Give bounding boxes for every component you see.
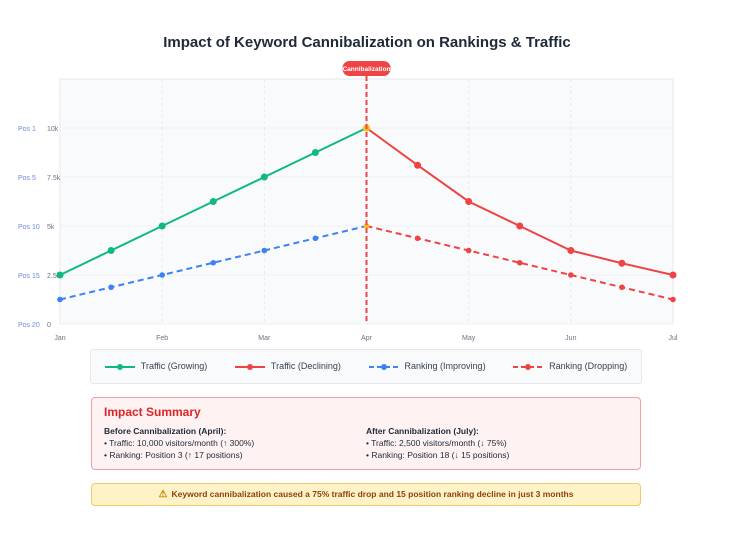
data-point	[363, 223, 370, 229]
legend-swatch	[368, 363, 399, 370]
data-point	[312, 235, 319, 242]
after-heading: After Cannibalization (July):	[366, 426, 479, 436]
data-point	[260, 173, 268, 181]
legend-item[interactable]: Ranking (Dropping)	[513, 361, 627, 372]
data-point	[56, 271, 64, 279]
warning-text: Keyword cannibalization caused a 75% tra…	[171, 489, 574, 499]
traffic-tick-label: 10k	[47, 126, 59, 133]
data-point	[158, 222, 166, 230]
traffic-tick-label: 2.5k	[47, 273, 61, 280]
after-line: • Ranking: Position 18 (↓ 15 positions)	[366, 450, 510, 460]
x-tick-label: Mar	[258, 335, 271, 342]
chart-svg: 0 Pos 20 2.5k Pos 15 5k Pos 10 7.5k Pos 5 10k Pos…	[18, 61, 678, 342]
legend-item[interactable]: Ranking (Improving)	[368, 361, 486, 372]
traffic-tick-label: 0	[47, 322, 51, 329]
impact-summary: Impact Summary Before Cannibalization (A…	[91, 397, 641, 470]
annotation-badge	[342, 61, 391, 76]
data-point	[107, 247, 115, 254]
position-tick-label: Pos 10	[18, 224, 40, 231]
before-line: • Traffic: 10,000 visitors/month (↑ 300%…	[104, 438, 255, 448]
data-point	[669, 271, 677, 279]
position-tick-label: Pos 1	[18, 126, 36, 133]
summary-title: Impact Summary	[104, 405, 201, 419]
traffic-tick-label: 7.5k	[47, 175, 61, 182]
data-point	[159, 272, 165, 278]
x-tick-label: Feb	[156, 335, 168, 342]
data-point	[261, 247, 268, 254]
legend-swatch	[513, 363, 544, 370]
data-point	[108, 284, 114, 291]
x-tick-label: Apr	[361, 335, 373, 342]
data-point	[414, 235, 421, 242]
position-tick-label: Pos 5	[18, 175, 36, 182]
after-column: After Cannibalization (July): • Traffic:…	[366, 425, 628, 461]
data-point	[567, 247, 575, 254]
after-line: • Traffic: 2,500 visitors/month (↓ 75%)	[366, 438, 507, 448]
legend-swatch-marker	[246, 363, 253, 370]
traffic-tick-label: 5k	[47, 224, 55, 231]
chart-page: Impact of Keyword Cannibalization on Ran…	[18, 34, 678, 506]
legend-label: Traffic (Growing)	[140, 361, 208, 371]
data-point	[414, 161, 422, 169]
legend: Traffic (Growing) Traffic (Declining) Rank…	[90, 349, 642, 384]
x-tick-label: Jan	[54, 335, 65, 342]
chart-title: Impact of Keyword Cannibalization on Ran…	[163, 34, 571, 51]
x-tick-label: May	[462, 335, 476, 342]
position-tick-label: Pos 20	[18, 322, 40, 329]
annotation-label: Cannibalization	[342, 66, 390, 73]
data-point	[210, 259, 217, 266]
data-point	[465, 198, 473, 205]
legend-item[interactable]: Traffic (Growing)	[104, 361, 208, 372]
x-tick-label: Jul	[669, 335, 678, 342]
data-point	[57, 296, 63, 303]
data-point	[619, 284, 625, 291]
position-tick-label: Pos 15	[18, 273, 40, 280]
legend-swatch-marker	[116, 363, 123, 370]
legend-swatch	[234, 363, 265, 370]
legend-item[interactable]: Traffic (Declining)	[234, 361, 341, 372]
data-point	[209, 198, 217, 205]
legend-label: Traffic (Declining)	[270, 361, 341, 371]
legend-swatch-marker	[525, 363, 532, 370]
data-point	[311, 149, 319, 156]
legend-label: Ranking (Improving)	[404, 361, 486, 371]
before-line: • Ranking: Position 3 (↑ 17 positions)	[104, 450, 243, 460]
before-column: Before Cannibalization (April): • Traffi…	[104, 425, 366, 461]
data-point	[670, 296, 676, 303]
data-point	[618, 259, 626, 267]
before-heading: Before Cannibalization (April):	[104, 426, 227, 436]
data-point	[516, 222, 524, 230]
data-point	[568, 272, 574, 278]
warning-banner: ⚠ Keyword cannibalization caused a 75% t…	[91, 483, 641, 506]
legend-swatch-marker	[380, 363, 387, 370]
x-tick-label: Jun	[565, 335, 576, 342]
data-point	[516, 259, 523, 266]
data-point	[465, 247, 472, 254]
legend-swatch	[104, 363, 135, 370]
warning-icon: ⚠	[158, 489, 168, 500]
legend-label: Ranking (Dropping)	[549, 361, 628, 371]
